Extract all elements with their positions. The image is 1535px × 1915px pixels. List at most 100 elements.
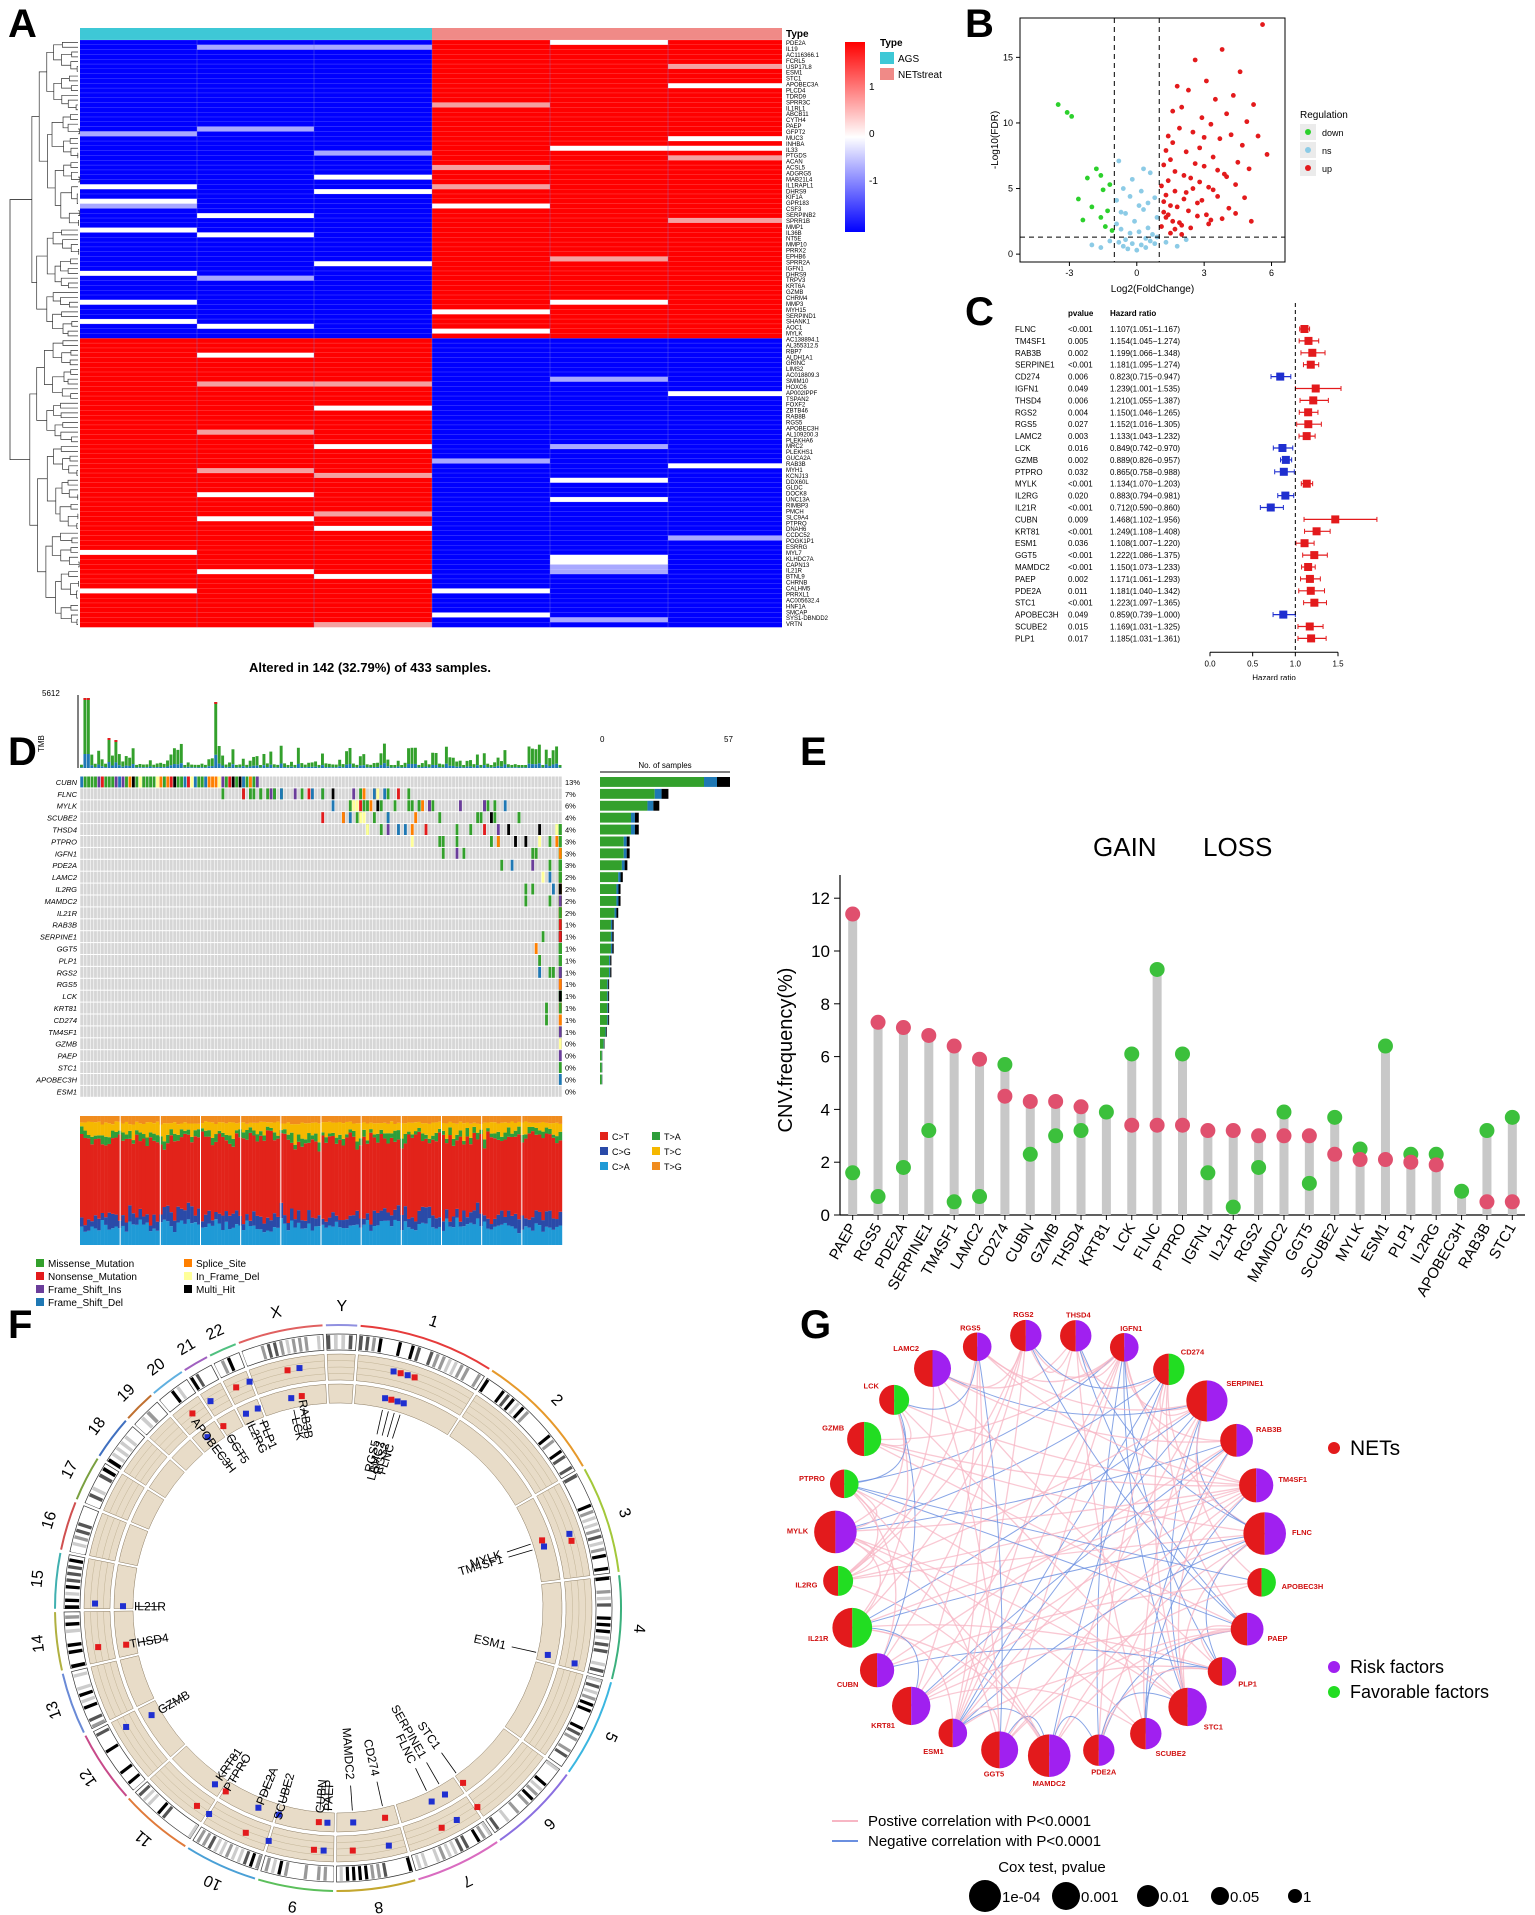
- oncoplot-empty-cell: [548, 978, 552, 990]
- oncoplot-empty-cell: [317, 824, 321, 835]
- oncoplot-empty-cell: [386, 919, 390, 931]
- heatmap-cell: [314, 256, 432, 262]
- oncoplot-empty-cell: [304, 907, 307, 919]
- oncoplot-empty-cell: [221, 883, 225, 895]
- heatmap-cell: [432, 362, 550, 368]
- oncoplot-percent-label: 3%: [565, 861, 576, 870]
- oncoplot-empty-cell: [166, 966, 170, 978]
- tmb-bar-missense: [279, 745, 283, 764]
- oncoplot-empty-cell: [383, 883, 387, 895]
- oncoplot-empty-cell: [114, 943, 118, 954]
- oncoplot-empty-cell: [421, 978, 424, 990]
- oncoplot-empty-cell: [359, 824, 363, 835]
- ns-point: [1132, 218, 1137, 224]
- oncoplot-empty-cell: [235, 931, 239, 943]
- oncoplot-empty-cell: [307, 859, 311, 871]
- tmb-bar-missense: [420, 763, 424, 768]
- oncoplot-empty-cell: [462, 1026, 466, 1038]
- oncoplot-empty-cell: [372, 1026, 376, 1038]
- hazard-ratio-text: 1.150(1.046−1.265): [1110, 408, 1180, 417]
- oncoplot-empty-cell: [510, 788, 514, 800]
- oncoplot-empty-cell: [193, 788, 197, 800]
- tmb-bar-missense: [393, 764, 397, 768]
- heatmap-cell: [80, 107, 197, 113]
- heatmap-cell: [197, 314, 314, 320]
- oncoplot-empty-cell: [204, 836, 208, 847]
- oncoplot-empty-cell: [183, 1038, 187, 1050]
- heatmap-cell: [668, 458, 782, 464]
- oncoplot-empty-cell: [135, 847, 139, 859]
- oncoplot-empty-cell: [428, 895, 431, 907]
- heatmap-cell: [80, 203, 197, 209]
- heatmap-cell: [80, 49, 197, 55]
- hazard-ratio-marker: [1300, 325, 1309, 333]
- heatmap-cell: [432, 400, 550, 406]
- oncoplot-empty-cell: [104, 1026, 108, 1038]
- oncoplot-title: Altered in 142 (32.79%) of 433 samples.: [249, 660, 491, 675]
- oncoplot-empty-cell: [545, 776, 548, 788]
- oncoplot-empty-cell: [510, 812, 514, 824]
- dendrogram-branch: [29, 393, 38, 526]
- tmb-bar-missense: [403, 762, 407, 767]
- up-point: [1172, 169, 1178, 174]
- heatmap-cell: [668, 107, 782, 113]
- oncoplot-empty-cell: [407, 776, 411, 788]
- oncoplot-empty-cell: [369, 812, 373, 824]
- oncoplot-empty-cell: [94, 978, 97, 990]
- oncoplot-empty-cell: [276, 1014, 280, 1026]
- oncoplot-empty-cell: [331, 812, 335, 824]
- heatmap-cell: [550, 602, 668, 609]
- oncoplot-empty-cell: [276, 943, 280, 954]
- oncoplot-empty-cell: [114, 955, 118, 966]
- oncoplot-empty-cell: [276, 883, 280, 895]
- oncoplot-empty-cell: [183, 788, 187, 800]
- heatmap-cell: [668, 588, 782, 594]
- oncoplot-empty-cell: [200, 788, 204, 800]
- heatmap-cell: [314, 588, 432, 594]
- heatmap-cell: [314, 218, 432, 224]
- oncoplot-empty-cell: [125, 931, 128, 943]
- oncoplot-empty-cell: [472, 871, 476, 883]
- oncoplot-empty-cell: [197, 824, 201, 835]
- tmb-bar-other: [462, 767, 466, 768]
- oncoplot-empty-cell: [472, 1002, 476, 1014]
- heatmap-cell: [80, 448, 197, 455]
- oncoplot-empty-cell: [286, 955, 290, 966]
- oncoplot-empty-cell: [348, 776, 352, 788]
- oncoplot-empty-cell: [304, 883, 307, 895]
- heatmap-cell: [668, 232, 782, 238]
- oncoplot-empty-cell: [338, 931, 342, 943]
- heatmap-cell: [668, 126, 782, 132]
- heatmap-cell: [432, 487, 550, 493]
- oncoplot-empty-cell: [187, 907, 190, 919]
- oncoplot-empty-cell: [218, 812, 221, 824]
- oncoplot-empty-cell: [193, 895, 197, 907]
- oncoplot-empty-cell: [321, 1026, 325, 1038]
- oncoplot-empty-cell: [324, 978, 328, 990]
- tmb-bar-other: [479, 767, 483, 768]
- heatmap-cell: [314, 189, 432, 195]
- oncoplot-empty-cell: [448, 836, 452, 847]
- oncoplot-empty-cell: [500, 1002, 504, 1014]
- tmb-bar-other: [506, 767, 510, 768]
- oncoplot-empty-cell: [183, 847, 187, 859]
- row-label: IL1RL1: [786, 106, 806, 112]
- oncoplot-empty-cell: [125, 871, 128, 883]
- oncoplot-empty-cell: [276, 859, 280, 871]
- oncoplot-empty-cell: [107, 966, 111, 978]
- heatmap-cell: [432, 578, 550, 584]
- oncoplot-empty-cell: [224, 847, 228, 859]
- heatmap-cell: [314, 376, 432, 382]
- tmb-bar-missense: [152, 764, 156, 768]
- heatmap-cell: [80, 290, 197, 296]
- oncoplot-empty-cell: [534, 859, 538, 871]
- type-annotation-cell: [668, 28, 782, 40]
- oncoplot-empty-cell: [462, 931, 466, 943]
- oncoplot-empty-cell: [304, 919, 307, 931]
- oncoplot-empty-cell: [376, 847, 380, 859]
- oncoplot-empty-cell: [255, 990, 259, 1002]
- oncoplot-empty-cell: [545, 907, 548, 919]
- oncoplot-empty-cell: [159, 871, 163, 883]
- heatmap-cell: [550, 578, 668, 584]
- tmb-bar-other: [283, 767, 287, 768]
